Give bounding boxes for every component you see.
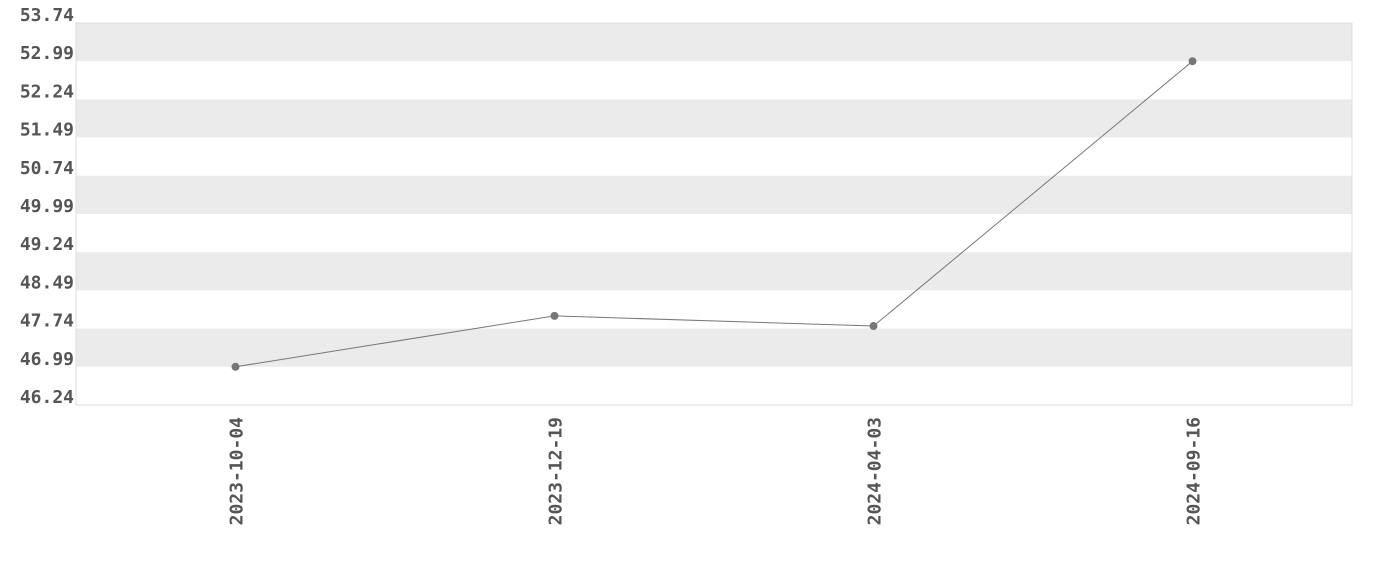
data-point (869, 322, 878, 331)
y-tick-label: 53.74 (20, 5, 74, 26)
x-tick-label: 2024-09-16 (1184, 417, 1205, 525)
y-axis: 46.24 46.99 47.74 48.49 49.24 49.99 50.74 51.49… (20, 5, 74, 408)
x-tick-label: 2023-12-19 (546, 417, 567, 525)
series (231, 57, 1197, 371)
y-tick-label: 50.74 (20, 158, 74, 179)
data-point (550, 311, 559, 320)
x-axis: 2023-10-04 2023-12-19 2024-04-03 2024-09-16 (227, 417, 1205, 526)
grid-band (76, 290, 1352, 329)
y-tick-label: 52.99 (20, 43, 74, 64)
y-tick-label: 49.99 (20, 196, 74, 217)
data-point (231, 362, 240, 371)
series-line (235, 60, 1193, 368)
y-tick-label: 52.24 (20, 81, 74, 102)
y-tick-label: 51.49 (20, 120, 74, 141)
plot-frame (75, 22, 1353, 406)
grid-band (76, 61, 1352, 100)
grid-band (76, 214, 1352, 253)
grid-band (76, 328, 1352, 367)
y-tick-label: 47.74 (20, 311, 74, 332)
data-point (1188, 57, 1197, 66)
grid-bands (76, 23, 1352, 405)
grid-band (76, 99, 1352, 138)
y-tick-label: 49.24 (20, 234, 74, 255)
y-tick-label: 46.99 (20, 349, 74, 370)
grid-band (76, 366, 1352, 405)
x-tick-label: 2024-04-03 (865, 417, 886, 525)
y-tick-label: 46.24 (20, 387, 74, 408)
grid-band (76, 23, 1352, 62)
grid-band (76, 252, 1352, 291)
grid-band (76, 175, 1352, 214)
x-tick-label: 2023-10-04 (227, 417, 248, 526)
grid-band (76, 137, 1352, 176)
y-tick-label: 48.49 (20, 272, 74, 293)
